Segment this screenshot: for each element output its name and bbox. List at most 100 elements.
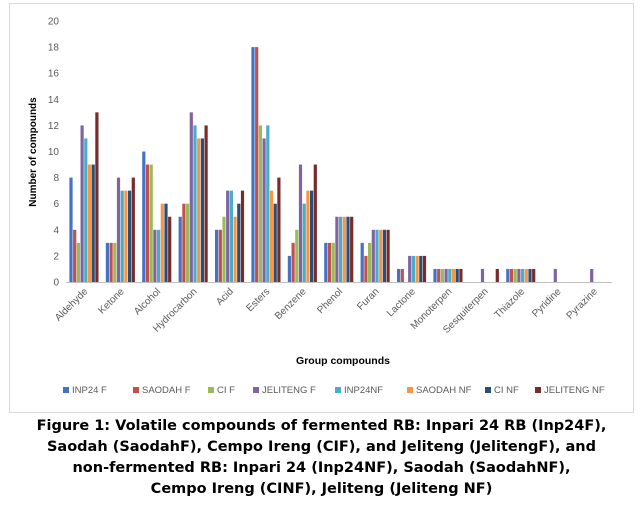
- bar: [128, 190, 132, 282]
- bar: [532, 268, 536, 282]
- bar: [513, 268, 517, 282]
- bar: [306, 190, 310, 282]
- y-axis: 0 2 4 6 8 10 12 14 16 18 20: [48, 17, 60, 289]
- bar: [109, 242, 113, 282]
- bar: [182, 203, 186, 282]
- legend-swatch: [535, 387, 541, 393]
- bar: [189, 112, 193, 282]
- bar: [350, 216, 354, 282]
- legend-label: INP24 F: [72, 385, 107, 396]
- bar: [451, 268, 456, 282]
- bar: [113, 242, 117, 282]
- bar: [386, 229, 390, 282]
- bar: [400, 268, 404, 282]
- bar: [408, 255, 412, 282]
- bar: [302, 203, 306, 282]
- bar: [298, 164, 303, 282]
- y-tick-label: 6: [53, 199, 59, 210]
- bar: [371, 229, 375, 282]
- legend-swatch: [485, 387, 491, 393]
- bar: [91, 164, 95, 282]
- legend-label: INP24NF: [344, 385, 383, 396]
- bar: [157, 229, 161, 282]
- bar: [124, 190, 128, 282]
- y-tick-label: 18: [48, 43, 60, 54]
- y-tick-label: 0: [53, 278, 59, 289]
- bar: [382, 229, 386, 282]
- bar: [116, 177, 121, 282]
- x-axis-label: Group compounds: [296, 355, 390, 367]
- bar: [455, 268, 459, 282]
- legend-label: CI F: [217, 385, 235, 396]
- bar: [255, 47, 259, 282]
- bar: [76, 242, 80, 282]
- bar: [287, 255, 291, 282]
- bar: [226, 190, 230, 282]
- legend-label: SAODAH NF: [416, 385, 472, 396]
- bar: [95, 112, 99, 282]
- bar: [440, 268, 444, 282]
- bar: [480, 268, 485, 282]
- legend-label: CI NF: [494, 385, 519, 396]
- bar: [517, 268, 521, 282]
- bar: [459, 268, 463, 282]
- bar: [160, 203, 164, 282]
- bar: [204, 125, 208, 283]
- y-tick-label: 4: [53, 225, 59, 236]
- caption-line: Cempo Ireng (CINF), Jeliteng (Jeliteng N…: [150, 481, 493, 497]
- bar: [444, 268, 448, 282]
- bar: [142, 151, 146, 282]
- bar: [269, 190, 274, 282]
- bar: [360, 242, 364, 282]
- bar: [197, 138, 201, 282]
- bar: [368, 242, 372, 282]
- bar: [193, 125, 197, 283]
- y-tick-label: 16: [48, 69, 60, 80]
- legend-label: JELITENG NF: [544, 385, 605, 396]
- bar: [310, 190, 314, 282]
- bar: [509, 268, 514, 282]
- bar: [379, 229, 383, 282]
- chart-border: [9, 3, 634, 413]
- bar: [506, 268, 510, 282]
- bar: [266, 125, 270, 283]
- bar: [327, 242, 332, 282]
- bar: [335, 216, 339, 282]
- bar: [84, 138, 88, 282]
- bar: [215, 229, 219, 282]
- bar: [524, 268, 528, 282]
- y-tick-label: 14: [48, 95, 60, 106]
- bar: [553, 268, 557, 282]
- bar: [419, 255, 423, 282]
- bar: [346, 216, 350, 282]
- y-tick-label: 8: [53, 173, 59, 184]
- bar: [342, 216, 346, 282]
- legend-swatch: [253, 387, 259, 393]
- bar: [240, 190, 245, 282]
- bar: [80, 125, 84, 283]
- bar: [251, 47, 255, 282]
- legend-swatch: [63, 387, 69, 393]
- bar: [528, 268, 532, 282]
- bar: [364, 255, 368, 282]
- legend-label: SAODAH F: [142, 385, 191, 396]
- caption-line: non-fermented RB: Inpari 24 (Inp24NF), S…: [72, 460, 571, 476]
- bar: [237, 203, 241, 282]
- bar: [87, 164, 92, 282]
- legend-label: JELITENG F: [262, 385, 316, 396]
- bar: [313, 164, 317, 282]
- y-tick-label: 2: [53, 251, 59, 262]
- bar: [178, 216, 182, 282]
- legend-swatch: [335, 387, 341, 393]
- bar: [339, 216, 343, 282]
- bar: [521, 268, 525, 282]
- bar: [131, 177, 135, 282]
- bars: [69, 47, 594, 283]
- bar: [233, 216, 237, 282]
- bar: [375, 229, 379, 282]
- bar: [105, 242, 109, 282]
- bar: [73, 229, 77, 282]
- bar: [200, 138, 204, 282]
- bar: [149, 164, 153, 282]
